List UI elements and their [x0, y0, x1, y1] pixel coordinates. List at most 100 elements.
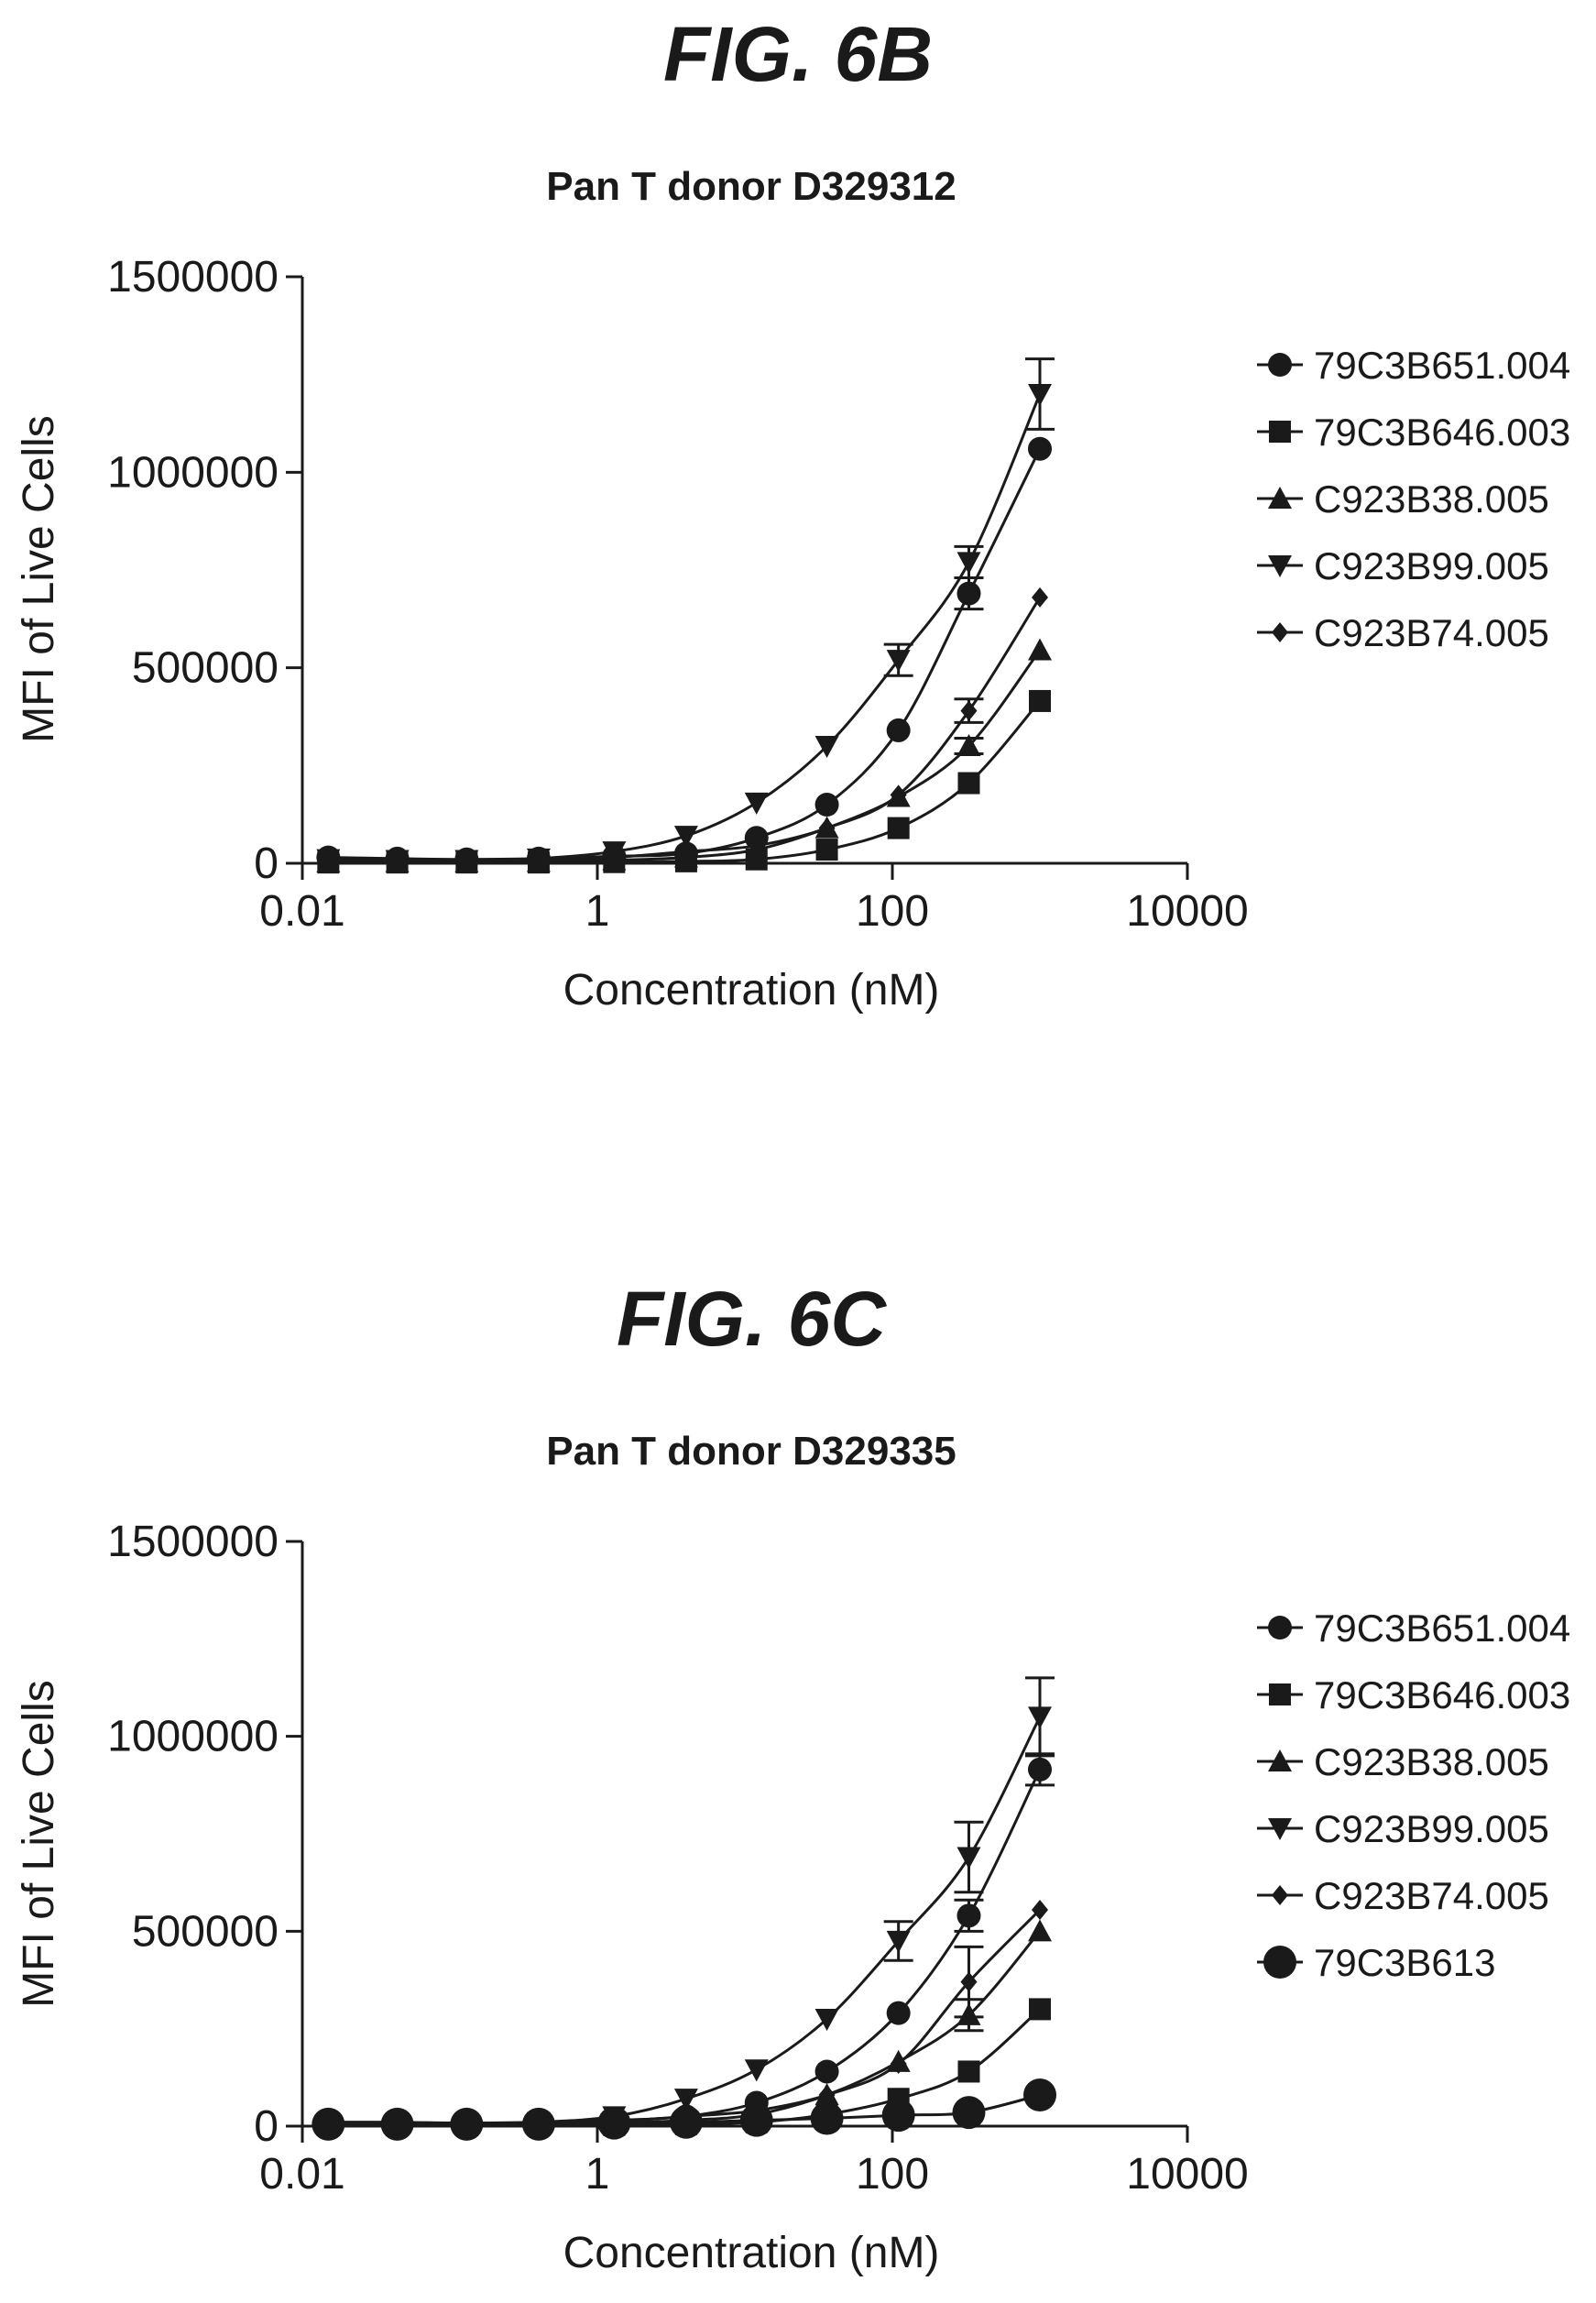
data-point [818, 817, 836, 839]
data-point [814, 735, 839, 758]
legend: 79C3B651.004 79C3B646.003 C923B38.005 C9… [1257, 1607, 1570, 1984]
legend: 79C3B651.004 79C3B646.003 C923B38.005 C9… [1257, 344, 1570, 654]
legend-marker [1263, 1946, 1296, 1979]
data-point [739, 2103, 773, 2137]
legend-label: 79C3B646.003 [1314, 411, 1570, 454]
data-point [744, 792, 769, 815]
data-point [530, 850, 547, 872]
data-point [450, 2107, 484, 2141]
legend-marker [1268, 554, 1292, 577]
x-tick-label: 10000 [1126, 887, 1248, 936]
legend-marker [1268, 1616, 1292, 1640]
data-point [957, 1847, 981, 1870]
series-C923B99.005 [316, 1676, 1055, 2135]
legend-label: C923B74.005 [1314, 611, 1549, 654]
legend-marker [1269, 421, 1291, 443]
series-line [328, 1716, 1042, 2125]
x-tick-label: 100 [856, 887, 929, 936]
data-point [1028, 383, 1052, 406]
series-line [328, 448, 1042, 861]
legend-marker [1272, 1885, 1288, 1905]
data-point [957, 1903, 981, 1928]
legend-label: C923B38.005 [1314, 1740, 1549, 1783]
data-point [814, 793, 839, 817]
series-line [328, 393, 1042, 862]
x-tick-label: 1 [585, 887, 610, 936]
legend-marker [1268, 487, 1292, 510]
legend-marker [1268, 1749, 1292, 1772]
data-point [1029, 1998, 1051, 2021]
y-axis-label: MFI of Live Cells [15, 1680, 63, 2007]
legend-label: 79C3B651.004 [1314, 1607, 1570, 1650]
data-point [1028, 1757, 1052, 1782]
data-point [952, 2096, 986, 2130]
data-point [814, 2059, 839, 2084]
series-line [328, 597, 1042, 863]
data-point [957, 734, 981, 757]
data-point [673, 2089, 698, 2111]
data-point [1032, 1899, 1048, 1920]
data-point [1028, 436, 1052, 461]
y-tick-label: 500000 [132, 644, 279, 693]
y-tick-label: 0 [254, 2102, 279, 2151]
data-point [521, 2107, 555, 2141]
data-point [890, 784, 907, 806]
legend-label: 79C3B646.003 [1314, 1673, 1570, 1716]
data-point [312, 2107, 345, 2141]
x-tick-label: 10000 [1126, 2150, 1248, 2199]
data-point [960, 700, 978, 721]
series-79C3B651.004 [316, 436, 1052, 872]
y-tick-label: 1000000 [107, 448, 279, 497]
series-line [328, 1769, 1042, 2125]
data-point [1023, 2078, 1056, 2111]
legend-label: 79C3B613 [1314, 1941, 1496, 1984]
y-tick-label: 1500000 [107, 1518, 279, 1566]
series-C923B74.005 [320, 587, 1048, 872]
data-point [320, 850, 337, 872]
data-point [458, 850, 476, 872]
x-tick-label: 100 [856, 2150, 929, 2199]
figure-label: FIG. 6C [617, 1276, 887, 1362]
chart-title: Pan T donor D329335 [546, 1429, 956, 1474]
y-axis-label: MFI of Live Cells [15, 415, 63, 742]
legend-marker [1269, 1683, 1291, 1705]
data-point [606, 847, 623, 868]
chart-panel-6b: FIG. 6B Pan T donor D329312 MFI of Live … [15, 11, 1570, 1014]
data-point [957, 552, 981, 575]
data-point [957, 581, 981, 606]
x-tick-label: 0.01 [259, 2150, 344, 2199]
legend-label: 79C3B651.004 [1314, 344, 1570, 387]
y-tick-labels: 0 500000 1000000 1500000 [107, 1518, 279, 2151]
series-C923B99.005 [316, 357, 1055, 872]
data-point [810, 2101, 844, 2135]
data-point [380, 2107, 414, 2141]
data-point [388, 850, 406, 872]
legend-label: C923B99.005 [1314, 1807, 1549, 1850]
y-tick-label: 500000 [132, 1907, 279, 1956]
data-point [673, 826, 698, 849]
legend-label: C923B38.005 [1314, 477, 1549, 521]
legend-marker [1272, 622, 1288, 642]
x-tick-label: 0.01 [259, 887, 344, 936]
data-point [1028, 1706, 1052, 1729]
figure-label: FIG. 6B [663, 11, 933, 97]
data-point [1028, 1919, 1052, 1942]
y-tick-labels: 0 500000 1000000 1500000 [107, 253, 279, 888]
data-point [669, 2105, 703, 2139]
x-tick-label: 1 [585, 2150, 610, 2199]
legend-marker [1268, 353, 1292, 377]
legend-label: C923B74.005 [1314, 1874, 1549, 1917]
data-point [957, 2060, 980, 2083]
chart-panel-6c: FIG. 6C Pan T donor D329335 MFI of Live … [15, 1276, 1570, 2277]
legend-marker [1268, 1817, 1292, 1840]
data-point [818, 2084, 836, 2105]
data-point [886, 2001, 911, 2025]
x-tick-labels: 0.01 1 100 10000 [259, 2150, 1248, 2199]
data-point [677, 841, 694, 862]
data-point [960, 1971, 978, 1992]
data-point [597, 2106, 631, 2140]
x-axis-label: Concentration (nM) [563, 2229, 940, 2277]
x-tick-labels: 0.01 1 100 10000 [259, 887, 1248, 936]
data-point [814, 2008, 839, 2032]
